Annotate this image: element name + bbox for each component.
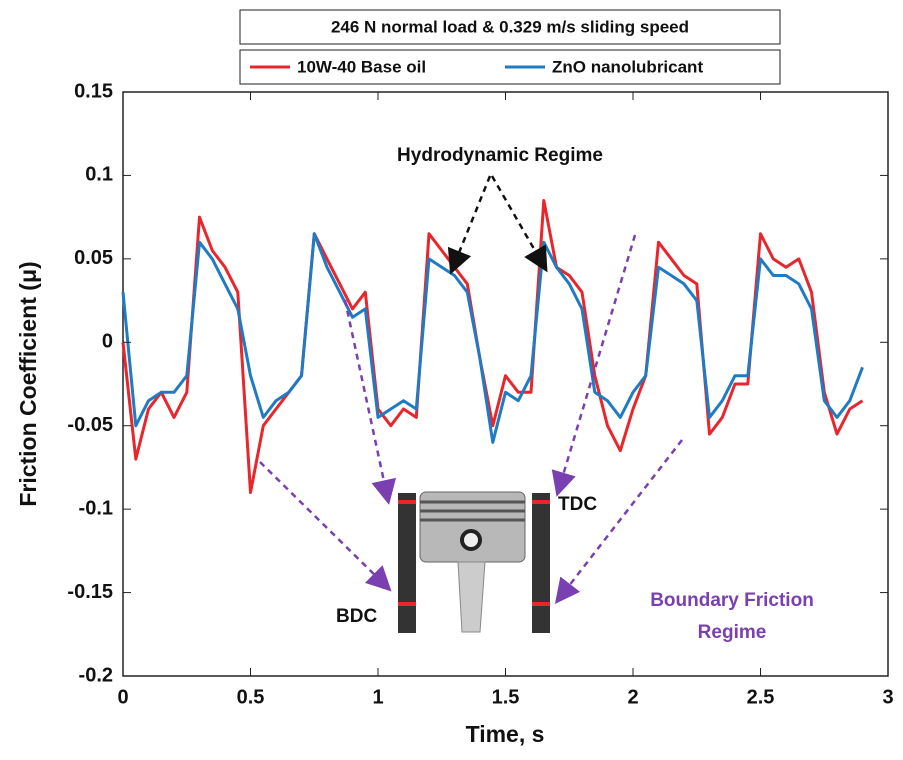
y-tick-label: 0 [102, 331, 113, 353]
annotation: Boundary Friction [650, 590, 814, 611]
y-axis-label: Friction Coefficient (μ) [15, 261, 41, 506]
title-box [239, 9, 781, 45]
y-tick-label: -0.2 [79, 664, 113, 686]
plot-frame [122, 91, 889, 677]
piston-illustration [398, 491, 550, 633]
series-line [121, 199, 864, 494]
y-tick-label: 0.05 [74, 247, 113, 269]
annotation: TDC [558, 494, 597, 515]
x-tick-label: 0 [117, 686, 128, 708]
chart-title: 246 N normal load & 0.329 m/s sliding sp… [331, 17, 689, 36]
x-tick-label: 3 [882, 686, 893, 708]
series-line [121, 232, 864, 444]
x-tick-label: 2 [627, 686, 638, 708]
annotation-arrows [259, 175, 683, 604]
x-axis-label: Time, s [466, 721, 545, 747]
y-tick-label: 0.15 [74, 80, 113, 102]
annotation: Hydrodynamic Regime [397, 145, 603, 166]
legend-label: 10W-40 Base oil [297, 57, 426, 76]
x-tick-label: 0.5 [237, 686, 265, 708]
y-tick-label: 0.1 [85, 164, 113, 186]
x-tick-label: 1 [372, 686, 383, 708]
annotation: BDC [336, 606, 377, 627]
y-tick-label: -0.15 [67, 581, 113, 603]
legend-label: ZnO nanolubricant [552, 57, 703, 76]
y-tick-label: -0.1 [79, 497, 113, 519]
y-tick-label: -0.05 [67, 414, 113, 436]
x-tick-label: 1.5 [492, 686, 520, 708]
x-tick-label: 2.5 [747, 686, 775, 708]
annotation: Regime [698, 622, 767, 643]
